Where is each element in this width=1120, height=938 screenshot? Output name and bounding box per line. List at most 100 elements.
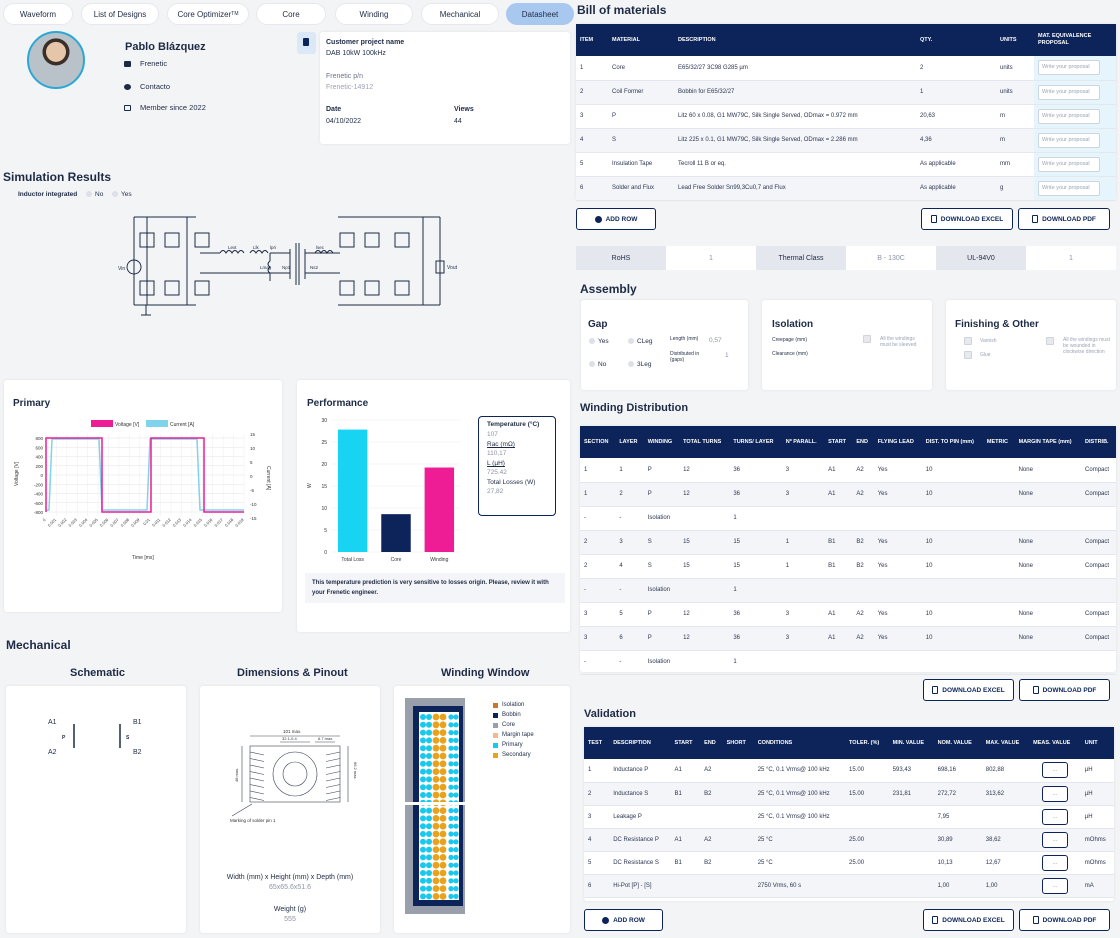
inductor-yes-radio[interactable]: Yes: [112, 191, 132, 198]
gap-3leg-radio[interactable]: 3Leg: [628, 361, 651, 368]
legend-swatch: [493, 752, 498, 758]
primary-turn: [453, 808, 459, 814]
tab-core-optimizer[interactable]: Core Optimizer TM: [167, 3, 249, 25]
gap-length-value[interactable]: 0,57: [709, 337, 722, 344]
bar-winding: [424, 467, 455, 552]
proposal-input[interactable]: Write your proposal: [1038, 180, 1100, 196]
glue-checkbox[interactable]: [964, 351, 972, 361]
xtick: 0.011: [151, 517, 162, 528]
tab-waveform[interactable]: Waveform: [3, 3, 73, 25]
winding-header: START: [824, 426, 853, 458]
varnish-checkbox[interactable]: [964, 337, 972, 347]
winding-header: DIST. TO PIN (mm): [921, 426, 983, 458]
primary-turn: [420, 885, 426, 892]
sleeved-checkbox[interactable]: [863, 335, 871, 345]
bom-cell: mm: [996, 152, 1034, 177]
radio-label: Yes: [598, 338, 609, 345]
tab-datasheet[interactable]: Datasheet: [506, 3, 574, 25]
gap-no-radio[interactable]: No: [589, 361, 606, 368]
meas-value-input[interactable]: ...: [1041, 785, 1068, 802]
meas-value-input[interactable]: ...: [1041, 762, 1068, 779]
validation-download-excel-button[interactable]: DOWNLOAD EXCEL: [923, 909, 1014, 931]
validation-cell: [700, 805, 723, 829]
bom-cell: Litz 60 x 0.08, G1 MW79C, Silk Single Se…: [674, 104, 916, 129]
primary-card: Primary Voltage [V] Current [A] 800 600 40…: [4, 380, 282, 612]
validation-cell: A2: [700, 759, 723, 783]
bom-cell: 6: [576, 176, 608, 201]
xtick: 0.005: [88, 517, 99, 528]
top-tabs: Waveform List of Designs Core Optimizer T…: [0, 3, 575, 25]
proposal-input[interactable]: Write your proposal: [1038, 60, 1100, 76]
proposal-input[interactable]: Write your proposal: [1038, 156, 1100, 172]
tab-winding[interactable]: Winding: [335, 3, 413, 25]
bom-cell: 2: [916, 56, 996, 81]
meas-value-input[interactable]: ...: [1041, 831, 1068, 848]
validation-cell: [888, 874, 934, 898]
proposal-input[interactable]: Write your proposal: [1038, 108, 1100, 124]
meas-value-input[interactable]: ...: [1041, 854, 1068, 871]
xtick: 0.006: [99, 517, 110, 528]
proposal-input[interactable]: Write your proposal: [1038, 84, 1100, 100]
isolation-card: Isolation Creepage (mm) Clearance (mm) A…: [762, 300, 932, 390]
primary-turn: [420, 831, 426, 837]
button-label: ADD ROW: [613, 916, 645, 924]
winding-cell: 36: [729, 602, 782, 627]
validation-cell: A1: [670, 759, 701, 783]
gap-yes-radio[interactable]: Yes: [589, 338, 609, 345]
validation-cell: Leakage P: [609, 805, 671, 829]
validation-download-pdf-button[interactable]: DOWNLOAD PDF: [1019, 909, 1110, 931]
winding-cell: -: [615, 650, 644, 675]
ytick-right: 15: [250, 432, 256, 437]
winding-cell: 36: [729, 458, 782, 483]
pin-line: [325, 764, 341, 769]
bar-category-label: Total Loss: [341, 557, 364, 563]
secondary-turn: [432, 885, 440, 892]
winding-cell: 2: [580, 530, 616, 555]
winding-cell: 2: [615, 482, 644, 507]
secondary-turn: [432, 822, 440, 830]
gap-cleg-radio[interactable]: CLeg: [628, 338, 653, 345]
bom-proposal-cell: Write your proposal: [1034, 104, 1116, 129]
legend-swatch: [493, 712, 498, 718]
profile-contact[interactable]: Contacto: [124, 82, 170, 91]
validation-row: 4 DC Resistance P A1 A2 25 °C 25.00 30,89 38,62…: [584, 828, 1114, 852]
winding-download-excel-button[interactable]: DOWNLOAD EXCEL: [923, 679, 1014, 701]
proposal-input[interactable]: Write your proposal: [1038, 132, 1100, 148]
validation-cell: 25.00: [845, 851, 889, 875]
pin-b2: B2: [133, 749, 142, 756]
validation-add-row-button[interactable]: ADD ROW: [584, 909, 663, 931]
tab-mechanical[interactable]: Mechanical: [421, 3, 499, 25]
current-series: [46, 438, 244, 511]
winding-cell: [852, 506, 874, 531]
winding-header: WINDING: [643, 426, 680, 458]
bom-download-pdf-button[interactable]: DOWNLOAD PDF: [1018, 208, 1110, 230]
bom-download-excel-button[interactable]: DOWNLOAD EXCEL: [921, 208, 1013, 230]
primary-turn: [426, 729, 432, 736]
gap-distributed-value[interactable]: 1: [725, 352, 729, 359]
primary-turn: [448, 722, 454, 728]
secondary-turn: [439, 737, 447, 744]
meas-value-input[interactable]: ...: [1041, 808, 1068, 825]
validation-row: 2 Inductance S B1 B2 25 °C, 0.1 Vrms@ 100 kH…: [584, 782, 1114, 806]
meas-value-input[interactable]: ...: [1041, 877, 1068, 894]
xtick: 0.014: [182, 517, 193, 528]
winding-cell: 12: [679, 602, 730, 627]
clockwise-checkbox[interactable]: [1046, 337, 1054, 347]
mechanical-title: Mechanical: [6, 638, 71, 652]
pin-line: [325, 784, 341, 788]
primary-turn: [453, 761, 459, 767]
primary-turn: [426, 768, 432, 775]
validation-cell: 2750 Vrms, 60 s: [753, 874, 846, 898]
winding-cell: 10: [921, 626, 983, 651]
winding-header: SECTION: [580, 426, 616, 458]
button-label: DOWNLOAD EXCEL: [942, 686, 1005, 694]
winding-cell: A1: [824, 458, 853, 483]
inductor-no-radio[interactable]: No: [86, 191, 103, 198]
secondary-turn: [439, 713, 447, 721]
winding-download-pdf-button[interactable]: DOWNLOAD PDF: [1019, 679, 1110, 701]
primary-turn: [426, 862, 432, 869]
tab-core[interactable]: Core: [256, 3, 326, 25]
gap-distributed-label: Distributed in (gaps): [670, 351, 700, 363]
tab-list-of-designs[interactable]: List of Designs: [81, 3, 159, 25]
bom-add-row-button[interactable]: ADD ROW: [576, 208, 656, 230]
